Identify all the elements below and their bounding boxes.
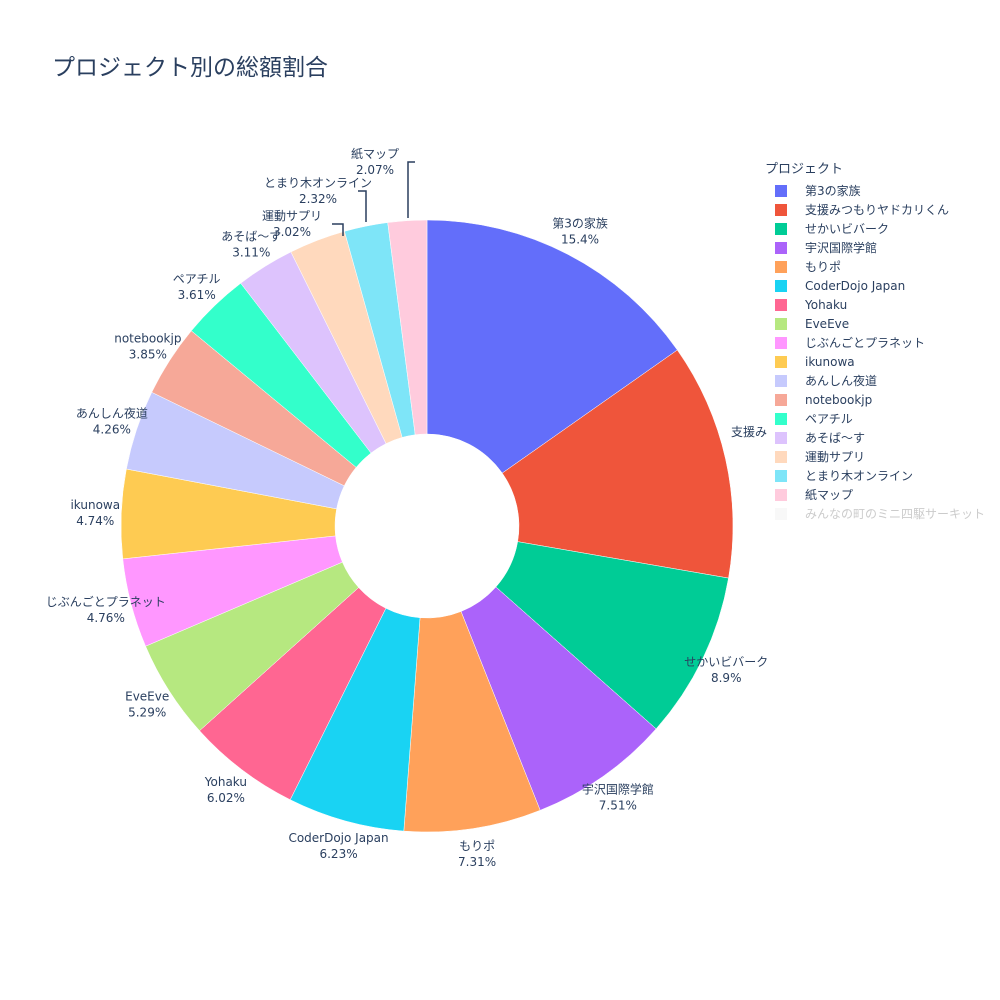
legend-label: CoderDojo Japan (805, 278, 906, 293)
pie-slice[interactable] (501, 349, 734, 579)
slice-label: 宇沢国際学館 7.51% (582, 782, 654, 813)
leader-line (407, 161, 415, 218)
pie-slice[interactable] (495, 541, 729, 730)
slice-label: EveEve 5.29% (125, 690, 169, 720)
legend-item[interactable]: 紙マップ (775, 485, 985, 504)
legend-label: 宇沢国際学館 (805, 241, 878, 255)
legend-item[interactable]: notebookjp (775, 390, 985, 409)
slice-label: せかいビバーク 8.9% (684, 655, 768, 685)
legend-item[interactable]: 支援みつもりヤドカリくん (775, 200, 985, 219)
legend-item[interactable]: 運動サプリ (775, 447, 985, 466)
pie-slice[interactable] (426, 219, 678, 474)
legend-swatch-icon (775, 298, 787, 311)
legend-swatch-icon (775, 488, 787, 501)
legend-label: 紙マップ (805, 488, 854, 502)
legend-swatch-icon (775, 184, 787, 197)
legend-item[interactable]: あそば〜す (775, 428, 985, 447)
slice-label: notebookjp 3.85% (114, 331, 181, 361)
slice-label: とまり木オンライン 2.32% (264, 176, 372, 206)
legend-label: とまり木オンライン (805, 469, 914, 483)
legend-item[interactable]: あんしん夜道 (775, 371, 985, 390)
legend-swatch-icon (775, 260, 787, 273)
legend-label: EveEve (805, 316, 850, 331)
legend-item[interactable]: CoderDojo Japan (775, 276, 985, 295)
legend-swatch-icon (775, 374, 787, 387)
legend-swatch-icon (775, 412, 787, 425)
legend-item[interactable]: みんなの町のミニ四駆サーキット (775, 504, 985, 523)
legend-swatch-icon (775, 203, 787, 216)
legend-label: ペアチル (805, 412, 853, 426)
slice-label: Yohaku 6.02% (204, 775, 247, 805)
chart-title: プロジェクト別の総額割合 (52, 55, 328, 81)
legend-label: あんしん夜道 (805, 374, 878, 388)
legend-item[interactable]: もりポ (775, 257, 985, 276)
legend-item[interactable]: じぶんごとプラネット (775, 333, 985, 352)
legend-item[interactable]: とまり木オンライン (775, 466, 985, 485)
legend-swatch-icon (775, 222, 787, 235)
legend-item[interactable]: せかいビバーク (775, 219, 985, 238)
legend-swatch-icon (775, 469, 787, 482)
legend-label: ikunowa (805, 354, 855, 369)
legend-label: じぶんごとプラネット (805, 336, 926, 350)
slice-label: あそば〜す 3.11% (221, 229, 281, 259)
legend-label: みんなの町のミニ四駆サーキット (805, 507, 986, 521)
legend-swatch-icon (775, 431, 787, 444)
slice-label: ikunowa 4.74% (70, 498, 120, 528)
legend-item[interactable]: 第3の家族 (775, 181, 985, 200)
legend-swatch-icon (775, 355, 787, 368)
pie-slice[interactable] (387, 219, 428, 436)
legend-item[interactable]: ikunowa (775, 352, 985, 371)
legend-label: 第3の家族 (805, 184, 861, 198)
legend: プロジェクト 第3の家族支援みつもりヤドカリくん せかいビバーク 宇沢国際学館 もりポ… (765, 158, 985, 523)
legend-items: 第3の家族支援みつもりヤドカリくん せかいビバーク 宇沢国際学館 もりポ CoderDo… (765, 181, 985, 523)
legend-label: Yohaku (805, 297, 848, 312)
legend-title: プロジェクト (765, 162, 844, 177)
leader-line (332, 223, 344, 236)
legend-swatch-icon (775, 279, 787, 292)
slice-label: 支援み (731, 425, 767, 439)
legend-item[interactable]: 宇沢国際学館 (775, 238, 985, 257)
legend-swatch-icon (775, 241, 787, 254)
legend-swatch-icon (775, 507, 787, 520)
slice-label: あんしん夜道 4.26% (76, 406, 148, 437)
slice-label: じぶんごとプラネット 4.76% (46, 594, 166, 625)
slice-label: CoderDojo Japan 6.23% (288, 831, 388, 861)
slice-label: 運動サプリ 3.02% (262, 209, 322, 239)
legend-label: せかいビバーク (805, 222, 890, 236)
legend-item[interactable]: Yohaku (775, 295, 985, 314)
pie-slices[interactable] (120, 219, 734, 833)
slice-label: 紙マップ 2.07% (351, 146, 399, 177)
legend-swatch-icon (775, 317, 787, 330)
slice-label: ペアチル 3.61% (173, 272, 221, 302)
legend-label: 支援みつもりヤドカリくん (805, 203, 950, 217)
legend-swatch-icon (775, 336, 787, 349)
legend-label: 運動サプリ (805, 450, 866, 464)
leader-line (358, 190, 367, 222)
legend-label: もりポ (805, 260, 842, 274)
slice-label: 第3の家族 15.4% (552, 215, 608, 246)
legend-label: notebookjp (805, 392, 873, 407)
legend-label: あそば〜す (805, 431, 866, 445)
legend-item[interactable]: ペアチル (775, 409, 985, 428)
legend-swatch-icon (775, 393, 787, 406)
legend-item[interactable]: EveEve (775, 314, 985, 333)
slice-label: もりポ 7.31% (458, 839, 496, 869)
legend-swatch-icon (775, 450, 787, 463)
